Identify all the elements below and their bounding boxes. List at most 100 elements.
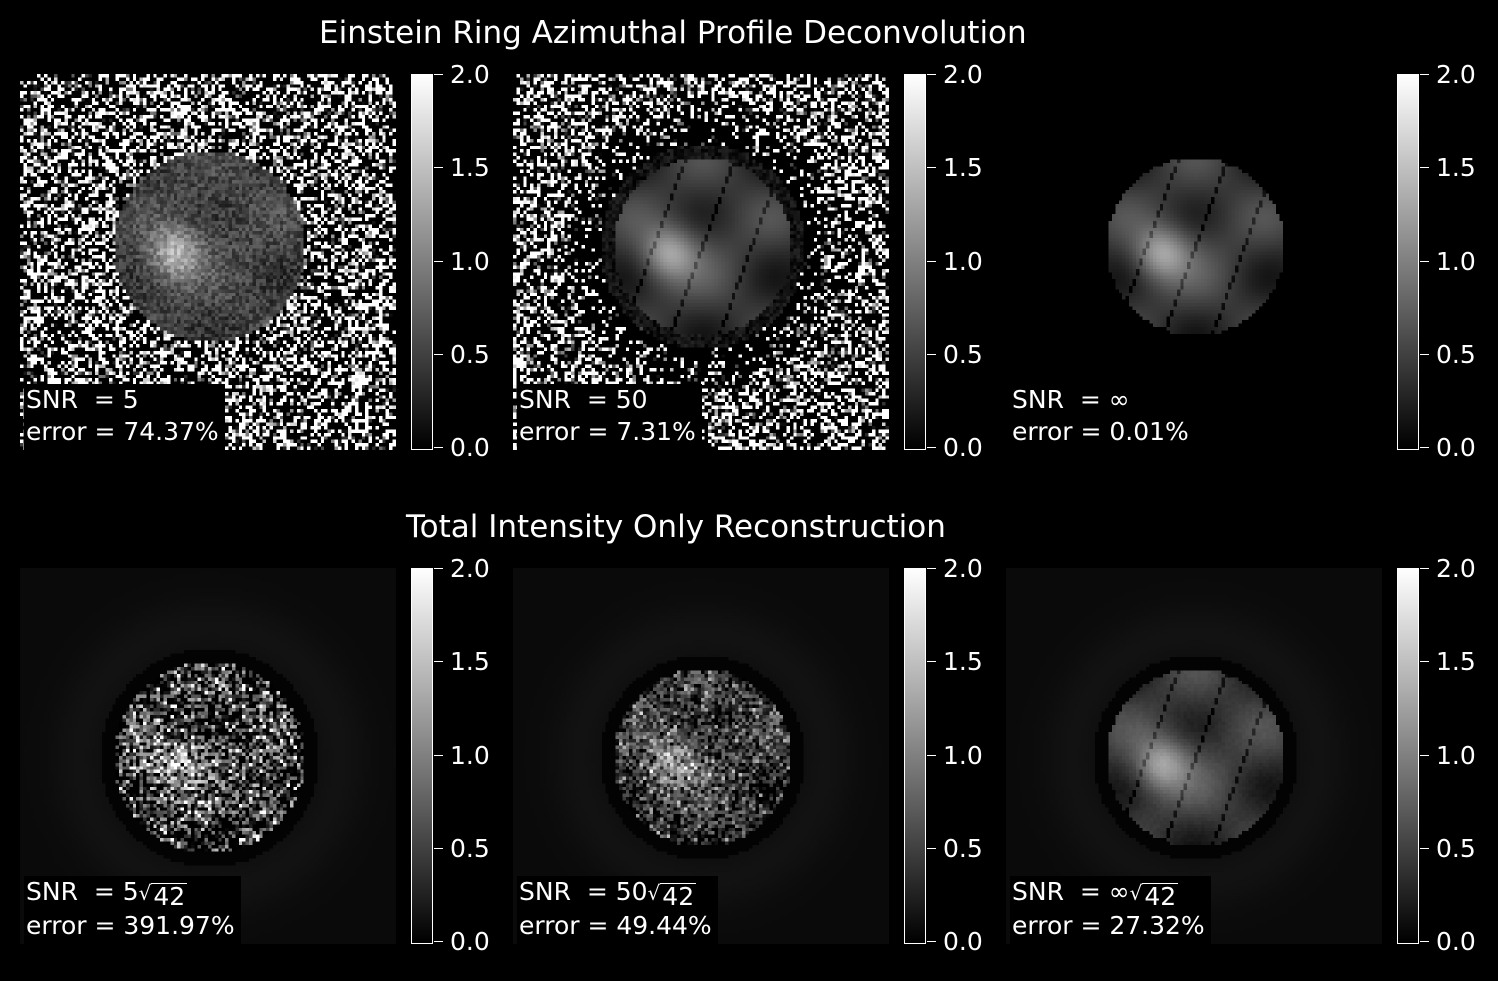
colorbar-tick xyxy=(1420,661,1429,663)
colorbar-tick xyxy=(434,74,443,75)
colorbar-tick-label: 1.5 xyxy=(943,153,983,183)
colorbar-tick xyxy=(927,661,936,663)
colorbar-tick-label: 0.0 xyxy=(450,433,490,462)
colorbar-tick xyxy=(927,447,936,448)
colorbar-r0-c2: 0.0 0.5 1.0 1.5 2.0 xyxy=(1397,62,1476,460)
panel-annotation: SNR = 5 √ 42 error = 391.97% xyxy=(24,876,241,944)
snr-label: SNR = 50 √ 42 xyxy=(519,876,712,910)
colorbar-tick-label: 0.5 xyxy=(1436,339,1476,369)
colorbar-tick-label: 2.0 xyxy=(1436,554,1476,583)
colorbar-tick xyxy=(927,260,936,262)
colorbar-tick xyxy=(1420,353,1429,355)
colorbar-tick xyxy=(1420,568,1429,569)
snr-value: ∞ xyxy=(1108,877,1130,906)
snr-label: SNR = ∞ √ 42 xyxy=(1012,876,1205,910)
sqrt-factor: √ 42 xyxy=(138,881,188,911)
colorbar-tick xyxy=(434,941,443,942)
colorbar-r0-c0: 0.0 0.5 1.0 1.5 2.0 xyxy=(411,62,490,460)
colorbar-tick-label: 1.0 xyxy=(943,246,983,276)
panel-annotation: SNR = 50 error = 7.31% xyxy=(517,384,702,450)
colorbar-tick-label: 0.5 xyxy=(1436,833,1476,863)
colorbar-tick-label: 1.0 xyxy=(450,740,490,770)
colorbar-tick-label: 0.5 xyxy=(943,339,983,369)
colorbar-tick-label: 0.5 xyxy=(450,833,490,863)
panel-annotation: SNR = 50 √ 42 error = 49.44% xyxy=(517,876,718,944)
colorbar-tick-label: 0.0 xyxy=(450,927,490,956)
colorbar-tick-label: 1.0 xyxy=(450,246,490,276)
colorbar-tick-label: 2.0 xyxy=(1436,60,1476,89)
sqrt-factor: √ 42 xyxy=(1129,881,1179,911)
snr-value: 5 xyxy=(122,385,139,414)
colorbar-tick xyxy=(927,568,936,569)
snr-prefix: SNR = xyxy=(1012,877,1109,906)
colorbar-r1-c2: 0.0 0.5 1.0 1.5 2.0 xyxy=(1397,556,1476,954)
row-title-0: Einstein Ring Azimuthal Profile Deconvol… xyxy=(319,15,1027,51)
sqrt-factor: √ 42 xyxy=(647,881,697,911)
colorbar-tick xyxy=(927,941,936,942)
colorbar-tick xyxy=(1420,260,1429,262)
colorbar-tick-label: 2.0 xyxy=(943,554,983,583)
colorbar-tick xyxy=(927,754,936,756)
colorbar-tick-label: 1.5 xyxy=(450,647,490,677)
snr-prefix: SNR = xyxy=(519,877,616,906)
error-label: error = 7.31% xyxy=(519,417,696,446)
colorbar-tick xyxy=(927,353,936,355)
image-panel-r1-c2: SNR = ∞ √ 42 error = 27.32% xyxy=(1006,568,1382,944)
snr-label: SNR = 50 xyxy=(519,384,696,416)
colorbar-tick xyxy=(434,167,443,169)
colorbar-tick-label: 2.0 xyxy=(450,60,490,89)
colorbar-tick xyxy=(1420,847,1429,849)
colorbar-tick xyxy=(1420,167,1429,169)
colorbar-tick-label: 1.5 xyxy=(1436,153,1476,183)
colorbar-tick xyxy=(927,167,936,169)
snr-prefix: SNR = xyxy=(519,385,616,414)
snr-prefix: SNR = xyxy=(1012,385,1109,414)
colorbar-r0-c1: 0.0 0.5 1.0 1.5 2.0 xyxy=(904,62,983,460)
colorbar-tick xyxy=(434,447,443,448)
snr-label: SNR = 5 √ 42 xyxy=(26,876,235,910)
snr-label: SNR = 5 xyxy=(26,384,219,416)
colorbar-tick xyxy=(927,74,936,75)
colorbar-tick xyxy=(1420,74,1429,75)
image-panel-r0-c0: SNR = 5 error = 74.37% xyxy=(20,74,396,450)
colorbar-tick xyxy=(434,260,443,262)
error-label: error = 49.44% xyxy=(519,911,712,940)
panel-annotation: SNR = 5 error = 74.37% xyxy=(24,384,225,450)
colorbar-tick-label: 1.0 xyxy=(1436,740,1476,770)
colorbar-tick-label: 0.0 xyxy=(943,927,983,956)
error-label: error = 0.01% xyxy=(1012,417,1189,446)
colorbar-tick-label: 0.0 xyxy=(1436,433,1476,462)
colorbar-tick xyxy=(927,847,936,849)
colorbar-r1-c0: 0.0 0.5 1.0 1.5 2.0 xyxy=(411,556,490,954)
colorbar-tick xyxy=(434,568,443,569)
image-panel-r0-c1: SNR = 50 error = 7.31% xyxy=(513,74,889,450)
snr-value: 50 xyxy=(615,877,648,906)
row-title-1: Total Intensity Only Reconstruction xyxy=(406,509,946,545)
panel-annotation: SNR = ∞ error = 0.01% xyxy=(1010,384,1195,450)
colorbar-tick-label: 0.5 xyxy=(943,833,983,863)
colorbar-tick-label: 0.5 xyxy=(450,339,490,369)
colorbar-tick-label: 0.0 xyxy=(943,433,983,462)
snr-label: SNR = ∞ xyxy=(1012,384,1189,416)
colorbar-tick-label: 1.5 xyxy=(450,153,490,183)
snr-value: ∞ xyxy=(1108,385,1130,414)
colorbar-tick-label: 2.0 xyxy=(450,554,490,583)
colorbar-tick-label: 1.0 xyxy=(943,740,983,770)
error-label: error = 391.97% xyxy=(26,911,235,940)
colorbar-tick xyxy=(434,754,443,756)
colorbar-tick-label: 1.5 xyxy=(943,647,983,677)
snr-value: 50 xyxy=(615,385,648,414)
panel-annotation: SNR = ∞ √ 42 error = 27.32% xyxy=(1010,876,1211,944)
snr-value: 5 xyxy=(122,877,139,906)
image-panel-r1-c1: SNR = 50 √ 42 error = 49.44% xyxy=(513,568,889,944)
colorbar-tick xyxy=(434,847,443,849)
colorbar-tick-label: 0.0 xyxy=(1436,927,1476,956)
snr-prefix: SNR = xyxy=(26,877,123,906)
error-label: error = 27.32% xyxy=(1012,911,1205,940)
colorbar-tick xyxy=(434,353,443,355)
snr-prefix: SNR = xyxy=(26,385,123,414)
image-panel-r1-c0: SNR = 5 √ 42 error = 391.97% xyxy=(20,568,396,944)
colorbar-tick xyxy=(1420,941,1429,942)
image-panel-r0-c2: SNR = ∞ error = 0.01% xyxy=(1006,74,1382,450)
colorbar-tick xyxy=(1420,447,1429,448)
